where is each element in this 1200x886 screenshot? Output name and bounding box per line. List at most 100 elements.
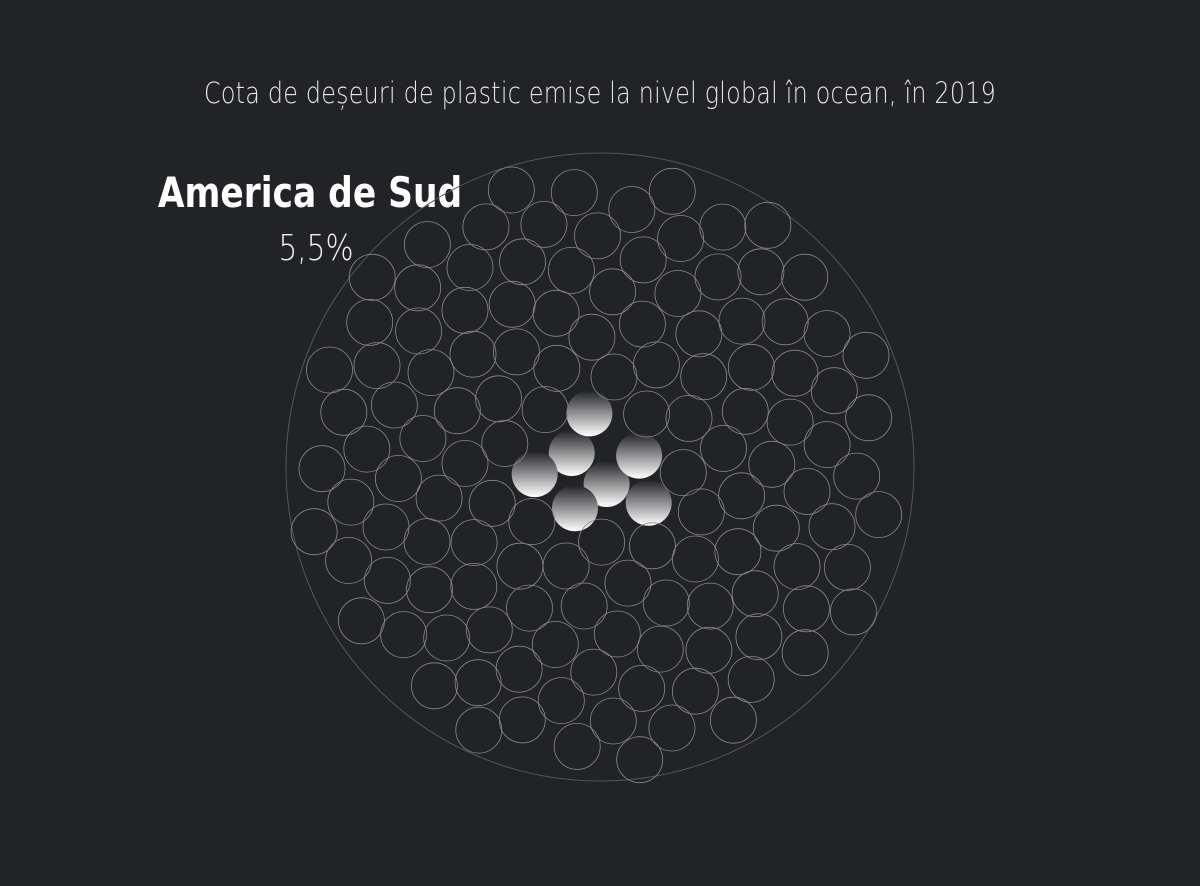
dot <box>589 268 636 316</box>
highlighted-dot <box>625 479 672 526</box>
dot <box>498 696 546 744</box>
dot <box>748 440 796 488</box>
dot <box>616 736 664 784</box>
dot <box>781 253 829 301</box>
dot <box>803 421 851 469</box>
dot <box>465 606 513 654</box>
dot <box>574 212 621 260</box>
dot <box>659 449 707 497</box>
dot <box>855 491 903 538</box>
dot <box>735 613 783 661</box>
dot <box>657 215 704 262</box>
dot <box>629 522 676 570</box>
dot <box>783 585 830 633</box>
dot <box>680 353 728 401</box>
dot <box>593 610 641 658</box>
dot <box>410 662 458 710</box>
dot <box>462 203 510 251</box>
dot <box>810 367 858 415</box>
dot <box>590 353 638 401</box>
dot <box>578 518 625 566</box>
dot <box>370 381 418 429</box>
dot <box>468 479 516 527</box>
dot <box>619 236 667 284</box>
dot <box>337 597 385 645</box>
dot <box>325 537 373 584</box>
dot <box>550 169 598 217</box>
dot <box>327 478 375 526</box>
dot <box>654 270 702 317</box>
dot <box>441 286 489 334</box>
dot <box>548 246 595 294</box>
dot <box>744 201 792 249</box>
dot <box>481 420 529 467</box>
dot <box>380 611 428 658</box>
dot <box>450 519 498 566</box>
dot <box>721 387 769 435</box>
dot <box>362 503 410 551</box>
dot <box>403 518 451 565</box>
dot <box>700 424 747 472</box>
dot <box>677 488 725 536</box>
dot <box>642 579 690 627</box>
dot <box>808 503 856 551</box>
dot <box>773 543 821 590</box>
dot <box>731 570 779 618</box>
dot <box>710 696 757 744</box>
dot <box>407 349 455 397</box>
highlight-region-label: America de Sud <box>157 168 463 217</box>
dot <box>298 445 346 493</box>
dot <box>560 582 608 630</box>
dot <box>830 588 877 636</box>
dot <box>363 557 411 604</box>
dot <box>699 203 747 251</box>
dot <box>290 508 338 556</box>
dot <box>499 238 546 286</box>
dot <box>475 375 523 423</box>
dot <box>553 723 601 770</box>
dot <box>648 704 696 752</box>
dot <box>532 289 580 337</box>
dot <box>537 677 585 724</box>
dot <box>737 248 785 296</box>
highlighted-dot <box>616 432 663 479</box>
dot <box>320 388 368 436</box>
dot <box>665 394 713 442</box>
dot <box>718 297 766 345</box>
dot <box>718 472 765 520</box>
dot <box>694 253 742 301</box>
highlighted-dot <box>552 485 598 532</box>
dot <box>348 253 396 301</box>
dot <box>521 386 569 434</box>
dot <box>604 559 652 607</box>
dot <box>449 330 497 378</box>
chart-title: Cota de deșeuri de plastic emise la nive… <box>204 76 996 110</box>
dot <box>824 544 871 591</box>
dot <box>403 221 451 269</box>
dot <box>714 528 762 576</box>
dot <box>761 298 809 346</box>
dot <box>394 264 442 312</box>
outer-ring <box>285 152 915 782</box>
highlighted-dot <box>511 451 558 498</box>
dot <box>589 697 637 745</box>
dot <box>508 498 556 545</box>
dot <box>487 166 535 214</box>
dot <box>406 566 453 614</box>
dot <box>306 346 353 394</box>
dot <box>496 542 544 590</box>
highlighted-dot <box>548 430 595 476</box>
dot <box>648 167 696 215</box>
dot <box>415 474 463 522</box>
dot <box>346 298 394 346</box>
dot <box>542 542 590 590</box>
highlight-region-value: 5,5% <box>278 228 354 269</box>
dot <box>783 468 831 515</box>
dot <box>833 452 881 500</box>
dot <box>353 342 401 390</box>
dot <box>488 280 536 328</box>
dot <box>520 200 568 248</box>
dot <box>845 394 893 442</box>
dot <box>686 582 734 630</box>
